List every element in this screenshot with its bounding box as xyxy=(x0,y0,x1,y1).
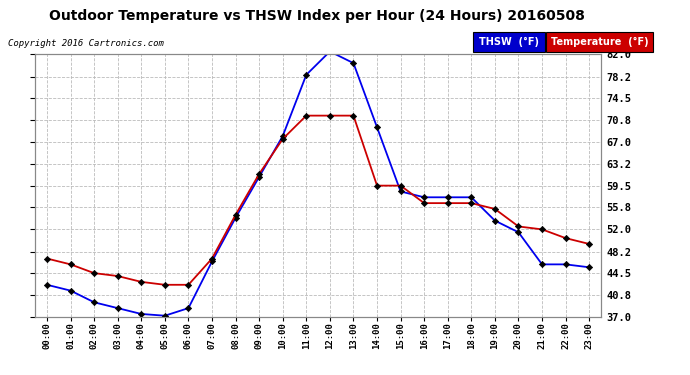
Text: Copyright 2016 Cartronics.com: Copyright 2016 Cartronics.com xyxy=(8,39,164,48)
Text: Temperature  (°F): Temperature (°F) xyxy=(551,37,649,47)
Text: Outdoor Temperature vs THSW Index per Hour (24 Hours) 20160508: Outdoor Temperature vs THSW Index per Ho… xyxy=(50,9,585,23)
Text: THSW  (°F): THSW (°F) xyxy=(479,37,539,47)
